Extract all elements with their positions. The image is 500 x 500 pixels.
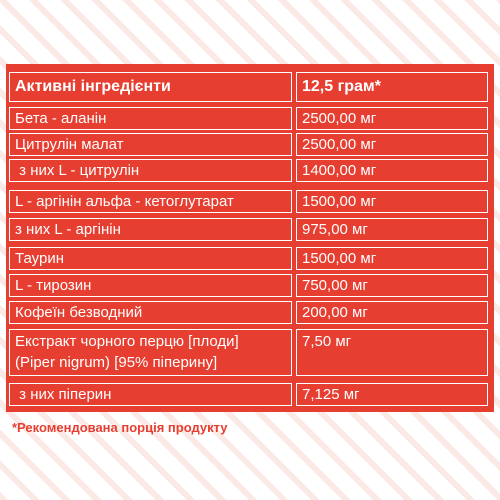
table-row: з них L - цитрулін 1400,00 мг [6,159,494,182]
table-row: Бета - аланін 2500,00 мг [6,107,494,130]
amount-cell: 750,00 мг [296,274,488,297]
ingredient-cell: з них L - аргінін [9,218,292,241]
ingredient-cell: L - тирозин [9,274,292,297]
amount-cell: 1500,00 мг [296,247,488,270]
ingredient-text: L - аргінін альфа - кетоглутарат [15,193,234,210]
ingredient-cell: Бета - аланін [9,107,292,130]
header-amount: 12,5 грам* [296,72,488,102]
table-row: з них L - аргінін 975,00 мг [6,218,494,241]
table-row: Екстракт чорного перцю [плоди] (Piper ni… [6,329,494,376]
ingredient-text: (Piper nigrum) [95% піперину] [15,354,218,371]
ingredient-cell: Таурин [9,247,292,270]
ingredient-text: Екстракт чорного перцю [плоди] [15,333,239,350]
amount-cell: 200,00 мг [296,301,488,324]
ingredient-cell: L - аргінін альфа - кетоглутарат [9,190,292,213]
serving-footnote: *Рекомендована порція продукту [12,420,228,435]
ingredient-text: Бета - аланін [15,110,107,127]
ingredient-text: Цитрулін малат [15,136,124,153]
ingredient-text: з них піперин [15,386,112,403]
amount-cell: 7,125 мг [296,383,488,406]
ingredient-cell: з них L - цитрулін [9,159,292,182]
ingredient-cell: Цитрулін малат [9,133,292,156]
table-row: з них піперин 7,125 мг [6,383,494,406]
amount-cell: 975,00 мг [296,218,488,241]
amount-cell: 2500,00 мг [296,133,488,156]
amount-cell: 1500,00 мг [296,190,488,213]
table-row: Цитрулін малат 2500,00 мг [6,133,494,156]
amount-cell: 7,50 мг [296,329,488,376]
ingredient-text: з них L - цитрулін [15,162,140,179]
header-ingredient: Активні інгредієнти [9,72,292,102]
ingredient-cell: Кофеїн безводний [9,301,292,324]
ingredient-text: L - тирозин [15,277,92,294]
ingredients-table: Активні інгредієнти 12,5 грам* Бета - ал… [6,64,494,412]
table-row: L - аргінін альфа - кетоглутарат 1500,00… [6,190,494,213]
amount-cell: 1400,00 мг [296,159,488,182]
ingredient-cell: Екстракт чорного перцю [плоди] (Piper ni… [9,329,292,376]
ingredient-cell: з них піперин [9,383,292,406]
amount-cell: 2500,00 мг [296,107,488,130]
table-row: Таурин 1500,00 мг [6,247,494,270]
ingredient-text: Кофеїн безводний [15,304,143,321]
ingredient-text: Таурин [15,250,64,267]
table-row: L - тирозин 750,00 мг [6,274,494,297]
table-row: Кофеїн безводний 200,00 мг [6,301,494,324]
ingredient-text: з них L - аргінін [15,221,121,238]
table-header: Активні інгредієнти 12,5 грам* [6,72,494,102]
